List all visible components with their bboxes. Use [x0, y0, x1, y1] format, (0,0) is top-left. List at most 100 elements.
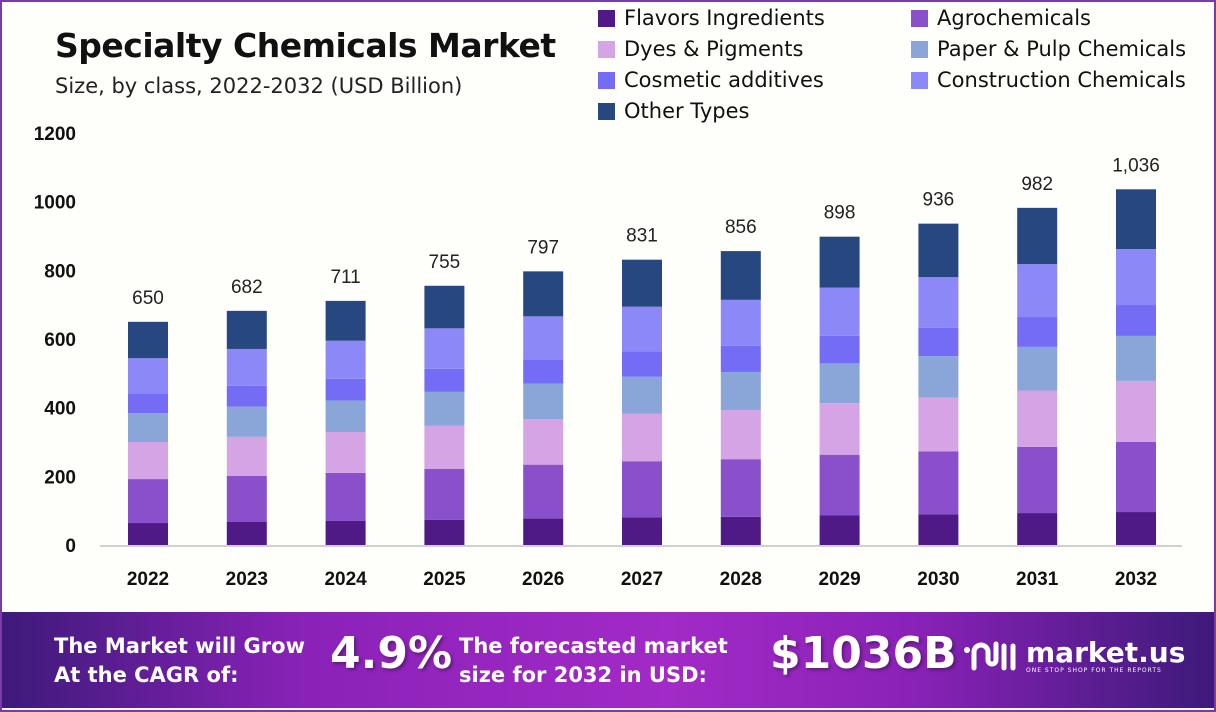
legend-label: Construction Chemicals	[937, 68, 1186, 92]
legend-label: Cosmetic additives	[624, 68, 824, 92]
bar-segment-flavors-ingredients	[424, 519, 465, 545]
bar-total-label: 831	[626, 226, 658, 247]
bar-segment-cosmetic-additives	[325, 378, 366, 401]
bar-segment-agrochemicals	[128, 479, 168, 524]
bar-segment-cosmetic-additives	[1116, 305, 1156, 336]
bar-segment-agrochemicals	[325, 472, 366, 521]
bar-segment-other-types	[720, 251, 761, 300]
bar-segment-agrochemicals	[1017, 446, 1058, 514]
x-tick-label: 2029	[818, 569, 860, 590]
bar-segment-paper-pulp-chemicals	[622, 376, 662, 414]
bar-segment-cosmetic-additives	[720, 345, 761, 372]
bar-segment-paper-pulp-chemicals	[918, 356, 959, 398]
bar-segment-cosmetic-additives	[226, 385, 267, 407]
bar-segment-flavors-ingredients	[918, 514, 959, 545]
bar-segment-paper-pulp-chemicals	[325, 400, 366, 433]
x-tick-label: 2031	[1016, 569, 1059, 590]
y-tick-label: 800	[44, 261, 76, 282]
y-tick-label: 1000	[34, 193, 76, 214]
bar-segment-construction-chemicals	[325, 340, 366, 379]
chart-subtitle: Size, by class, 2022-2032 (USD Billion)	[55, 74, 463, 98]
bar-segment-agrochemicals	[819, 454, 860, 516]
x-tick-label: 2023	[226, 569, 268, 590]
summary-banner: The Market will Grow At the CAGR of: 4.9…	[2, 612, 1214, 708]
x-tick-label: 2025	[423, 569, 466, 590]
bar-total-label: 797	[527, 237, 559, 258]
bar-segment-paper-pulp-chemicals	[1017, 346, 1058, 391]
legend-label: Flavors Ingredients	[624, 6, 825, 30]
bar-segment-construction-chemicals	[918, 277, 959, 328]
legend-label: Paper & Pulp Chemicals	[937, 37, 1187, 61]
logo-tagline: ONE STOP SHOP FOR THE REPORTS	[1026, 666, 1162, 674]
bar-segment-paper-pulp-chemicals	[523, 383, 564, 419]
bar-segment-construction-chemicals	[1017, 264, 1058, 318]
forecast-caption-line1: The forecasted market	[459, 634, 728, 658]
market-us-logo[interactable]: market.us ONE STOP SHOP FOR THE REPORTS	[962, 638, 1185, 674]
bar-segment-cosmetic-additives	[819, 335, 860, 364]
bar-segment-other-types	[226, 310, 267, 349]
bar-segment-construction-chemicals	[819, 287, 860, 336]
legend-label: Agrochemicals	[937, 6, 1091, 30]
legend-label: Dyes & Pigments	[624, 37, 804, 61]
bar-total-label: 755	[429, 252, 461, 273]
bar-total-label: 898	[824, 203, 856, 224]
bar-segment-dyes-pigments	[523, 418, 564, 465]
bar-total-label: 682	[231, 277, 263, 298]
bar-segment-cosmetic-additives	[1017, 317, 1058, 347]
bar-segment-construction-chemicals	[720, 299, 761, 346]
legend-item-flavors: Flavors Ingredients	[598, 6, 825, 30]
cagr-caption-line2: At the CAGR of:	[54, 663, 239, 687]
bar-segment-flavors-ingredients	[1017, 513, 1058, 545]
bar-segment-construction-chemicals	[1116, 249, 1156, 306]
bar-segment-agrochemicals	[1116, 442, 1156, 513]
cagr-caption: The Market will Grow At the CAGR of:	[54, 632, 305, 690]
legend-item-other: Other Types	[598, 99, 749, 123]
bar-segment-other-types	[128, 321, 168, 359]
bar-segment-other-types	[424, 285, 465, 329]
x-tick-label: 2027	[621, 569, 663, 590]
bar-segment-other-types	[918, 223, 959, 278]
bar-segment-dyes-pigments	[1116, 380, 1156, 442]
x-tick-label: 2028	[720, 569, 762, 590]
bar-segment-paper-pulp-chemicals	[720, 371, 761, 411]
bar-total-label: 711	[330, 267, 360, 288]
bar-segment-agrochemicals	[424, 468, 465, 520]
x-tick-label: 2026	[522, 569, 564, 590]
bar-segment-other-types	[1116, 189, 1156, 250]
bar-segment-other-types	[622, 259, 662, 307]
forecast-caption: The forecasted market size for 2032 in U…	[459, 632, 728, 690]
x-tick-label: 2032	[1115, 569, 1157, 590]
bar-segment-paper-pulp-chemicals	[424, 391, 465, 426]
legend-swatch	[911, 71, 928, 89]
y-tick-label: 0	[65, 536, 76, 557]
y-tick-label: 1200	[34, 124, 76, 145]
bar-segment-construction-chemicals	[424, 328, 465, 369]
bar-segment-paper-pulp-chemicals	[819, 363, 860, 404]
bar-segment-construction-chemicals	[226, 348, 267, 386]
bar-segment-agrochemicals	[226, 475, 267, 522]
cagr-value: 4.9%	[330, 628, 453, 679]
legend-item-cosmetic: Cosmetic additives	[598, 68, 824, 92]
forecast-caption-line2: size for 2032 in USD:	[459, 663, 707, 687]
bar-segment-paper-pulp-chemicals	[226, 406, 267, 437]
bar-segment-dyes-pigments	[325, 432, 366, 473]
bar-segment-flavors-ingredients	[128, 523, 168, 545]
bar-segment-agrochemicals	[720, 459, 761, 517]
bar-segment-other-types	[325, 300, 366, 341]
bar-segment-flavors-ingredients	[1116, 512, 1156, 545]
bar-segment-cosmetic-additives	[128, 393, 168, 414]
bar-segment-flavors-ingredients	[819, 515, 860, 545]
bar-segment-dyes-pigments	[720, 410, 761, 460]
bar-segment-flavors-ingredients	[226, 521, 267, 545]
legend-item-agro: Agrochemicals	[911, 6, 1091, 30]
x-tick-label: 2024	[324, 569, 367, 590]
bar-segment-cosmetic-additives	[622, 351, 662, 377]
legend-swatch	[598, 102, 615, 120]
bar-segment-dyes-pigments	[622, 413, 662, 462]
bar-total-label: 856	[725, 217, 757, 238]
bar-segment-flavors-ingredients	[523, 518, 564, 545]
bar-segment-cosmetic-additives	[424, 368, 465, 392]
bar-segment-flavors-ingredients	[720, 516, 761, 545]
y-tick-label: 400	[44, 399, 76, 420]
legend-swatch	[598, 40, 615, 58]
